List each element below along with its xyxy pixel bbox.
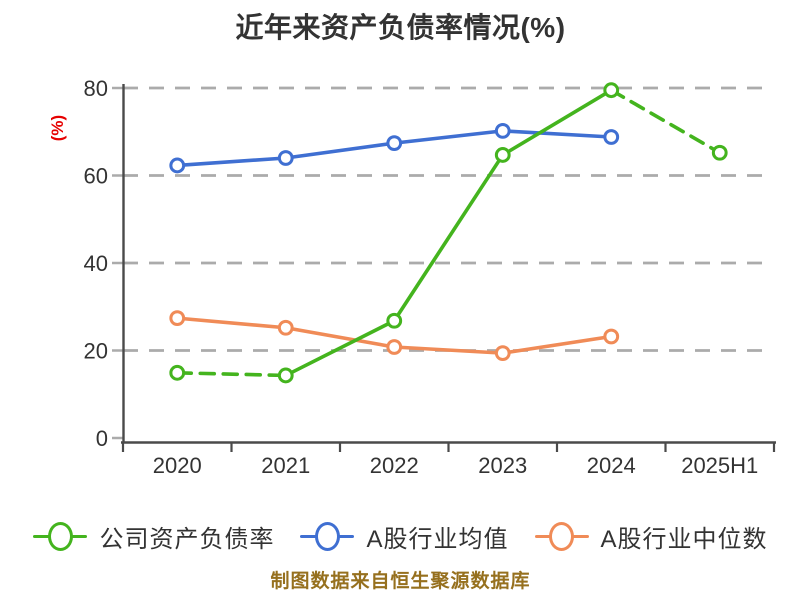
series-line-industry-average — [500, 129, 614, 139]
series-line-industry-median — [392, 345, 505, 355]
series-point-company-debt-ratio-2023 — [494, 147, 511, 163]
series-point-company-debt-ratio-2022 — [386, 312, 403, 329]
legend: 公司资产负债率 A股行业均值 A股行业中位数 — [0, 519, 801, 554]
series-line-industry-average — [392, 129, 505, 145]
series-point-industry-average-2022 — [386, 135, 403, 152]
y-tick-label: 40 — [84, 251, 108, 276]
legend-item-company-debt-ratio: 公司资产负债率 — [33, 519, 274, 554]
series-point-industry-median-2024 — [603, 328, 620, 345]
series-line-company-debt-ratio — [609, 88, 722, 155]
series-line-industry-median — [283, 325, 397, 349]
y-tick-label: 60 — [84, 164, 108, 189]
legend-label: A股行业均值 — [366, 526, 509, 553]
legend-circle-icon — [47, 522, 73, 551]
series-line-industry-median — [500, 334, 614, 355]
plot-area: 0 20 40 60 80 2020 2021 2022 2023 2024 2025H1 — [84, 76, 776, 478]
series-point-company-debt-ratio-2021 — [277, 367, 294, 384]
x-tick-label: 2021 — [261, 453, 310, 478]
x-tick-label: 2024 — [587, 453, 636, 478]
series-point-company-debt-ratio-2020 — [169, 364, 186, 381]
series-line-company-debt-ratio — [500, 88, 614, 157]
x-tick-label: 2025H1 — [681, 453, 758, 478]
series-line-company-debt-ratio — [175, 371, 288, 378]
series-point-industry-average-2020 — [169, 157, 186, 174]
series-point-company-debt-ratio-2025H1 — [711, 144, 728, 161]
x-tick-label: 2023 — [478, 453, 527, 478]
series-line-industry-median — [175, 316, 288, 330]
legend-label: 公司资产负债率 — [99, 526, 275, 553]
series-line-industry-average — [283, 141, 397, 160]
legend-marker-icon — [33, 522, 88, 551]
y-tick-label: 20 — [84, 339, 108, 364]
series-point-industry-median-2022 — [386, 339, 403, 355]
legend-item-industry-median: A股行业中位数 — [534, 519, 768, 554]
series-point-industry-median-2020 — [169, 310, 186, 327]
x-tick-label: 2022 — [370, 453, 419, 478]
series-line-company-debt-ratio — [283, 318, 397, 378]
legend-marker-icon — [300, 522, 355, 551]
chart-title: 近年来资产负债率情况(%) — [235, 12, 566, 43]
series-point-industry-average-2023 — [494, 122, 511, 139]
legend-label: A股行业中位数 — [600, 526, 768, 553]
series-point-industry-average-2021 — [277, 150, 294, 166]
x-tick-label: 2020 — [153, 453, 202, 478]
series-point-company-debt-ratio-2024 — [603, 82, 620, 99]
series-line-company-debt-ratio — [392, 153, 505, 323]
data-source-footer: 制图数据来自恒生聚源数据库 — [270, 571, 531, 592]
y-tick-label: 0 — [96, 426, 108, 451]
legend-item-industry-average: A股行业均值 — [300, 519, 508, 554]
series-line-industry-average — [175, 156, 288, 168]
y-tick-label: 80 — [84, 76, 108, 101]
series-point-industry-median-2021 — [277, 319, 294, 336]
legend-circle-icon — [549, 522, 574, 551]
series-point-industry-median-2023 — [494, 345, 511, 362]
legend-circle-icon — [314, 522, 340, 551]
series-layer — [169, 82, 728, 384]
axis-layer: 0 20 40 60 80 2020 2021 2022 2023 2024 2025H1 — [84, 76, 776, 478]
legend-marker-icon — [534, 522, 589, 551]
series-point-industry-average-2024 — [603, 129, 620, 145]
